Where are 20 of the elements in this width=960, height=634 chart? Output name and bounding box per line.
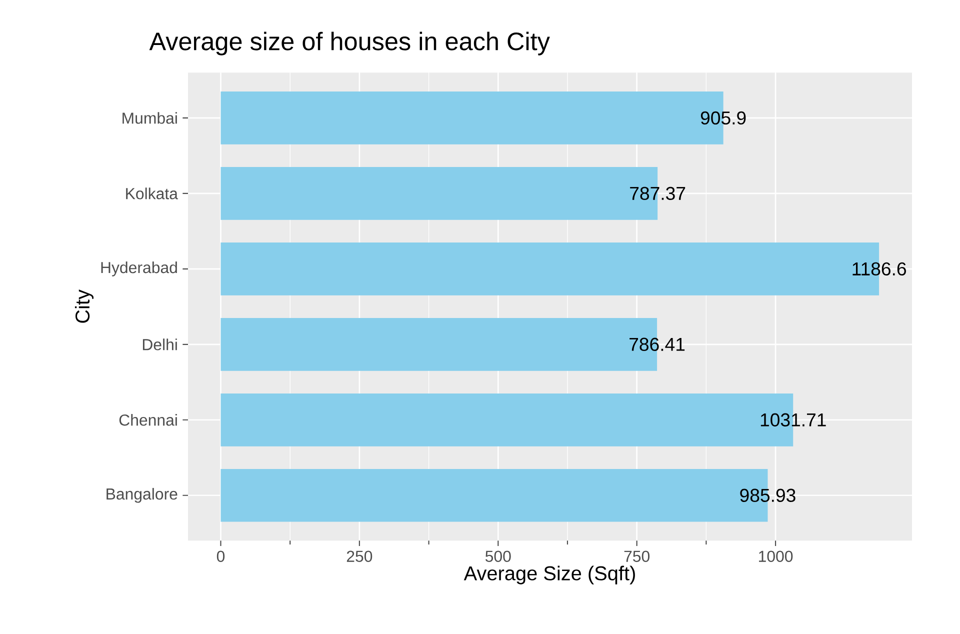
- data-label: 787.37: [630, 186, 686, 200]
- x-tick-label: 750: [624, 550, 650, 562]
- x-tick-label: 1000: [759, 550, 793, 562]
- data-label: 985.93: [740, 488, 796, 502]
- x-tick-label: 250: [346, 550, 372, 562]
- data-label: 1186.6: [852, 262, 906, 276]
- y-tick-label: Hyderabad: [101, 262, 177, 276]
- data-label: 786.41: [630, 338, 685, 351]
- x-tick-label: 500: [485, 550, 511, 562]
- y-tick-label: Bangalore: [106, 488, 178, 503]
- y-tick-label: Chennai: [119, 414, 177, 426]
- data-label: 905.9: [700, 111, 746, 125]
- y-tick-label: Delhi: [142, 338, 177, 350]
- y-axis-title: City: [74, 290, 94, 323]
- chart-title: Average size of houses in each City: [149, 32, 550, 56]
- y-tick-label: Kolkata: [126, 188, 178, 200]
- x-axis-title: Average Size (Sqft): [464, 566, 635, 584]
- y-tick-label: Mumbai: [122, 112, 177, 124]
- x-tick-label: 0: [216, 550, 225, 562]
- data-label: 1031.71: [760, 413, 826, 426]
